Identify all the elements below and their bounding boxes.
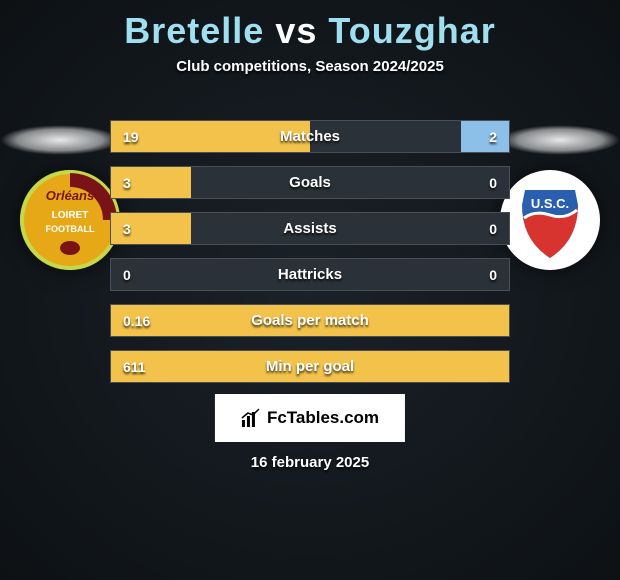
stat-value-right: 0	[489, 267, 497, 283]
club-badge-left: Orléans LOIRET FOOTBALL	[20, 170, 120, 270]
footer-date: 16 february 2025	[0, 454, 620, 471]
stat-label: Min per goal	[111, 358, 509, 375]
stat-row: 0.16Goals per match	[110, 304, 510, 337]
vs-text: vs	[275, 10, 317, 51]
player1-silhouette-shadow	[0, 125, 120, 155]
stat-row: 3Assists0	[110, 212, 510, 245]
stat-value-right: 0	[489, 221, 497, 237]
stat-label: Matches	[111, 128, 509, 145]
brand-text: FcTables.com	[267, 408, 379, 428]
stat-row: 19Matches2	[110, 120, 510, 153]
player2-name: Touzghar	[328, 10, 495, 51]
svg-text:Orléans: Orléans	[46, 188, 94, 203]
player2-silhouette-shadow	[500, 125, 620, 155]
brand-logo: FcTables.com	[215, 394, 405, 442]
chart-icon	[241, 408, 261, 428]
stats-container: 19Matches23Goals03Assists00Hattricks00.1…	[110, 120, 510, 396]
svg-text:U.S.C.: U.S.C.	[531, 196, 569, 211]
svg-text:FOOTBALL: FOOTBALL	[46, 224, 95, 234]
subtitle: Club competitions, Season 2024/2025	[0, 58, 620, 75]
player1-name: Bretelle	[124, 10, 264, 51]
stat-value-right: 2	[489, 129, 497, 145]
stat-row: 611Min per goal	[110, 350, 510, 383]
stat-label: Goals per match	[111, 312, 509, 329]
stat-row: 0Hattricks0	[110, 258, 510, 291]
stat-label: Hattricks	[111, 266, 509, 283]
stat-row: 3Goals0	[110, 166, 510, 199]
stat-label: Assists	[111, 220, 509, 237]
club-badge-right: U.S.C.	[500, 170, 600, 270]
stat-label: Goals	[111, 174, 509, 191]
stat-value-right: 0	[489, 175, 497, 191]
page-title: Bretelle vs Touzghar	[0, 0, 620, 52]
svg-text:LOIRET: LOIRET	[52, 210, 89, 221]
